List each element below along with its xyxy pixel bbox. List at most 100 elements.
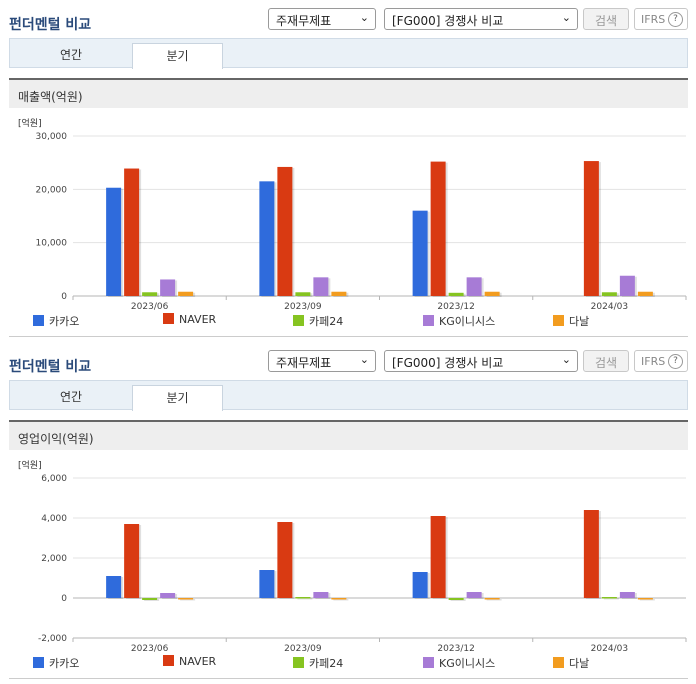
ifrs-label: IFRS: [641, 355, 666, 368]
bar-NAVER: [124, 524, 140, 598]
x-tick-label: 2023/12: [437, 302, 474, 310]
bar-shadow: [639, 599, 655, 601]
y-tick-label: 20,000: [36, 185, 68, 195]
ifrs-label: IFRS: [641, 13, 666, 26]
legend-item-kakao: 카카오: [33, 313, 79, 329]
bar-NAVER: [430, 516, 446, 598]
legend-label: 카카오: [49, 657, 80, 670]
x-tick-label: 2023/06: [131, 644, 169, 652]
tab-annual[interactable]: 연간: [59, 390, 83, 404]
statement-type-select[interactable]: 주재무제표 ⌄: [268, 8, 376, 30]
bar-카페24: [601, 292, 617, 296]
bar-KG이니시스: [160, 593, 176, 598]
search-button[interactable]: 검색: [583, 8, 629, 30]
statement-type-value: 주재무제표: [276, 356, 332, 370]
chevron-down-icon: ⌄: [561, 353, 571, 366]
operating-profit-bar-chart: [억원] -2,000 0 2,000 4,000 6,000 2023/06 2023/09…: [18, 459, 687, 652]
bar-NAVER: [124, 168, 140, 296]
search-button[interactable]: 검색: [583, 350, 629, 372]
legend-item-kakao: 카카오: [33, 655, 79, 671]
ifrs-info-button[interactable]: IFRS ?: [634, 350, 688, 372]
legend-label: 카페24: [309, 657, 344, 670]
legend-item-cafe24: 카페24: [293, 655, 343, 671]
y-unit-label: [억원]: [18, 117, 42, 129]
legend-swatch: [33, 657, 44, 668]
peer-group-value: [FG000] 경쟁사 비교: [392, 356, 504, 370]
divider: [9, 678, 688, 679]
bar-카페24: [295, 292, 311, 296]
y-unit-label: [억원]: [18, 459, 42, 471]
legend-swatch: [553, 657, 564, 668]
legend-item-danal: 다날: [553, 655, 589, 671]
peer-group-select[interactable]: [FG000] 경쟁사 비교 ⌄: [384, 8, 578, 30]
section-header: 영업이익(억원): [9, 420, 688, 450]
bar-카페24: [448, 598, 464, 600]
bar-shadow: [180, 599, 196, 601]
period-tab-bar: 연간 분기: [9, 380, 688, 411]
chevron-down-icon: ⌄: [359, 11, 369, 24]
legend-label: NAVER: [179, 313, 217, 326]
bar-NAVER: [277, 522, 293, 598]
bar-NAVER: [583, 510, 599, 598]
legend-item-kginicis: KG이니시스: [423, 655, 495, 671]
section-header: 매출액(억원): [9, 78, 688, 108]
x-tick-label: 2024/03: [591, 644, 628, 652]
panel-title: 펀더멘털 비교: [9, 17, 92, 33]
legend-label: 카카오: [49, 315, 80, 328]
legend-swatch: [293, 657, 304, 668]
legend-item-naver: NAVER: [163, 655, 216, 668]
bar-shadow: [297, 598, 313, 600]
legend-swatch: [423, 657, 434, 668]
legend-item-kginicis: KG이니시스: [423, 313, 495, 329]
chevron-down-icon: ⌄: [561, 11, 571, 24]
legend-swatch: [163, 313, 174, 324]
y-tick-label: 0: [61, 594, 67, 604]
bar-다날: [178, 291, 194, 296]
x-tick-label: 2024/03: [591, 302, 628, 310]
bar-NAVER: [430, 161, 446, 296]
bar-다날: [178, 598, 194, 600]
legend-item-cafe24: 카페24: [293, 313, 343, 329]
legend-label: KG이니시스: [439, 657, 496, 670]
bar-카페24: [295, 597, 311, 599]
bar-shadow: [603, 598, 619, 600]
legend-swatch: [293, 315, 304, 326]
bar-KG이니시스: [313, 277, 329, 296]
statement-type-select[interactable]: 주재무제표 ⌄: [268, 350, 376, 372]
legend-label: 다날: [569, 657, 590, 670]
legend-item-naver: NAVER: [163, 313, 216, 326]
bar-KG이니시스: [466, 277, 482, 296]
help-icon: ?: [668, 354, 683, 369]
bar-다날: [637, 598, 653, 600]
chart-legend: 카카오 NAVER 카페24 KG이니시스 다날: [0, 313, 696, 329]
legend-label: NAVER: [179, 655, 217, 668]
revenue-bar-chart: [억원] 0 10,000 20,000 30,000 2023/06 2023/09 202…: [18, 117, 687, 310]
bar-다날: [637, 291, 653, 296]
tab-quarterly[interactable]: 분기: [132, 43, 223, 69]
chart-legend: 카카오 NAVER 카페24 KG이니시스 다날: [0, 655, 696, 671]
y-tick-label: 2,000: [41, 554, 67, 564]
help-icon: ?: [668, 12, 683, 27]
ifrs-info-button[interactable]: IFRS ?: [634, 8, 688, 30]
bar-카카오: [259, 181, 275, 296]
legend-label: 다날: [569, 315, 590, 328]
fundamental-panel-revenue: 펀더멘털 비교 주재무제표 ⌄ [FG000] 경쟁사 비교 ⌄ 검색 IFRS…: [0, 0, 696, 340]
bar-다날: [331, 598, 347, 600]
bar-카카오: [106, 576, 122, 598]
tab-annual[interactable]: 연간: [59, 48, 83, 62]
bar-NAVER: [277, 166, 293, 296]
bar-카페24: [142, 292, 158, 296]
statement-type-value: 주재무제표: [276, 14, 332, 28]
bar-카페24: [601, 597, 617, 599]
chevron-down-icon: ⌄: [359, 353, 369, 366]
bar-다날: [484, 598, 500, 600]
peer-group-select[interactable]: [FG000] 경쟁사 비교 ⌄: [384, 350, 578, 372]
fundamental-panel-operating-profit: 펀더멘털 비교 주재무제표 ⌄ [FG000] 경쟁사 비교 ⌄ 검색 IFRS…: [0, 342, 696, 684]
legend-item-danal: 다날: [553, 313, 589, 329]
y-tick-label: 30,000: [36, 132, 68, 142]
bar-다날: [484, 291, 500, 296]
panel-title: 펀더멘털 비교: [9, 359, 92, 375]
bar-KG이니시스: [313, 592, 329, 598]
tab-quarterly[interactable]: 분기: [132, 385, 223, 411]
period-tab-bar: 연간 분기: [9, 38, 688, 69]
